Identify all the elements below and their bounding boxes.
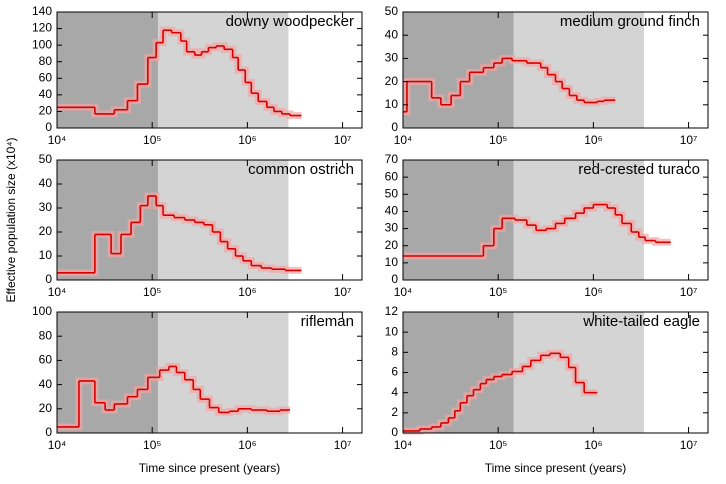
y-tick-label: 10 (39, 248, 53, 262)
x-tick-label: 10⁶ (584, 438, 602, 452)
x-tick-label: 10⁷ (334, 438, 352, 452)
y-tick-label: 0 (45, 120, 52, 134)
panel-title: common ostrich (248, 161, 354, 178)
y-tick-label: 30 (385, 221, 399, 235)
x-tick-label: 10⁶ (584, 285, 602, 299)
x-tick-label: 10⁴ (394, 438, 413, 452)
y-tick-label: 140 (32, 4, 52, 18)
x-tick-label: 10⁶ (238, 285, 256, 299)
y-tick-label: 0 (391, 425, 398, 439)
y-tick-label: 30 (385, 51, 399, 65)
panel: 0 20 40 60 80 100 10⁴ 10⁵ 10⁶ 10⁷ rifleman Time sin… (32, 304, 363, 475)
shaded-region (403, 160, 514, 280)
x-axis-label: Time since present (years) (139, 461, 281, 475)
y-tick-label: 20 (385, 238, 399, 252)
x-tick-label: 10⁷ (680, 285, 698, 299)
y-tick-label: 100 (32, 37, 52, 51)
panel: 0 10 20 30 40 50 60 70 10⁴ 10⁵ 10⁶ 10⁷ red-crested t… (385, 152, 709, 299)
x-tick-label: 10⁵ (143, 438, 161, 452)
x-tick-label: 10⁵ (143, 133, 161, 147)
shaded-region (513, 12, 644, 128)
plot-frame (402, 159, 709, 281)
y-tick-label: 120 (32, 21, 52, 35)
y-tick-label: 10 (385, 97, 399, 111)
panel: 0 20 40 60 80 100 120 140 10⁴ 10⁵ 10⁶ 10⁷ downy wood… (32, 4, 363, 147)
x-axis-label: Time since present (years) (485, 461, 627, 475)
panel-title: white-tailed eagle (582, 313, 700, 330)
x-tick-label: 10⁶ (238, 438, 256, 452)
y-tick-label: 0 (391, 272, 398, 286)
y-tick-label: 70 (385, 152, 399, 166)
x-tick-label: 10⁷ (334, 133, 352, 147)
x-tick-label: 10⁷ (680, 438, 698, 452)
y-tick-label: 4 (391, 385, 398, 399)
panel: 0 10 20 30 40 50 10⁴ 10⁵ 10⁶ 10⁷ medium ground fin… (385, 4, 709, 147)
plot-frame (56, 159, 363, 281)
panel-title: red-crested turaco (578, 161, 700, 178)
panel-title: medium ground finch (560, 13, 700, 30)
y-tick-label: 2 (391, 405, 398, 419)
y-tick-label: 60 (39, 353, 53, 367)
y-tick-label: 0 (45, 272, 52, 286)
y-tick-label: 40 (39, 87, 53, 101)
x-tick-label: 10⁴ (48, 133, 67, 147)
x-tick-label: 10⁷ (334, 285, 352, 299)
panel-title: downy woodpecker (226, 13, 354, 30)
y-tick-label: 80 (39, 54, 53, 68)
y-tick-label: 10 (385, 255, 399, 269)
x-tick-label: 10⁴ (394, 133, 413, 147)
y-tick-label: 60 (39, 70, 53, 84)
plot-frame (56, 311, 363, 434)
y-tick-label: 20 (39, 104, 53, 118)
y-tick-label: 80 (39, 328, 53, 342)
panel: 0 10 20 30 40 50 10⁴ 10⁵ 10⁶ 10⁷ common ostrich (39, 152, 363, 299)
y-tick-label: 40 (385, 27, 399, 41)
y-tick-label: 0 (45, 425, 52, 439)
x-tick-label: 10⁵ (143, 285, 161, 299)
x-tick-label: 10⁴ (48, 438, 67, 452)
x-tick-label: 10⁵ (489, 285, 507, 299)
y-tick-label: 0 (391, 120, 398, 134)
x-tick-label: 10⁴ (394, 285, 413, 299)
panel: 0 2 4 6 8 10 12 10⁴ 10⁵ 10⁶ 10⁷ white-tailed eagle T… (385, 304, 709, 475)
y-tick-label: 8 (391, 345, 398, 359)
x-tick-label: 10⁶ (584, 133, 602, 147)
y-tick-label: 50 (385, 186, 399, 200)
x-tick-label: 10⁴ (48, 285, 67, 299)
y-tick-label: 40 (385, 204, 399, 218)
y-tick-label: 20 (39, 224, 53, 238)
y-tick-label: 50 (39, 152, 53, 166)
x-tick-label: 10⁵ (489, 133, 507, 147)
y-tick-label: 60 (385, 169, 399, 183)
plot-frame (402, 11, 709, 129)
plot-frame (56, 11, 363, 129)
x-tick-label: 10⁵ (489, 438, 507, 452)
y-tick-label: 6 (391, 365, 398, 379)
y-tick-label: 100 (32, 304, 52, 318)
shaded-region (57, 312, 158, 433)
x-tick-label: 10⁷ (680, 133, 698, 147)
y-tick-label: 50 (385, 4, 399, 18)
y-tick-label: 12 (385, 304, 399, 318)
y-axis-label: Effective population size (x10⁴) (4, 137, 18, 302)
y-tick-label: 30 (39, 200, 53, 214)
y-tick-label: 20 (39, 401, 53, 415)
y-tick-label: 10 (385, 324, 399, 338)
panel-title: rifleman (301, 313, 354, 330)
y-tick-label: 40 (39, 377, 53, 391)
x-tick-label: 10⁶ (238, 133, 256, 147)
y-tick-label: 20 (385, 74, 399, 88)
y-tick-label: 40 (39, 176, 53, 190)
